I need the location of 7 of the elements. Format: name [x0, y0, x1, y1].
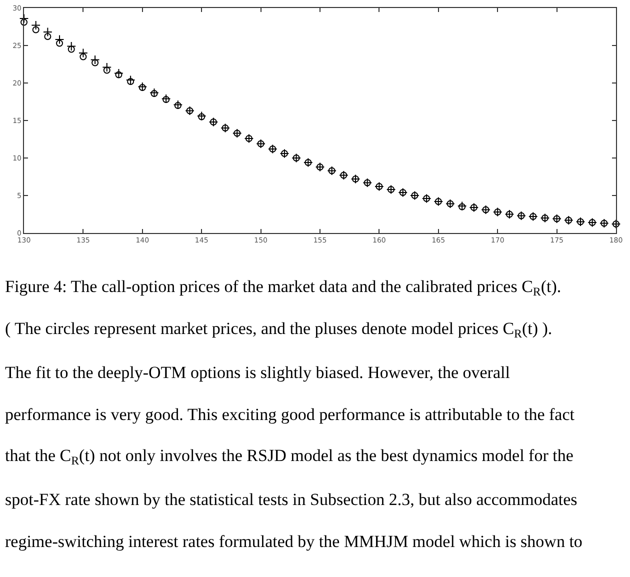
text: performance is very good. This exciting good performance is attributable to the fact — [5, 405, 575, 424]
text: regime-switching interest rates formulated by the MMHJM model which is shown to — [5, 532, 582, 551]
caption: Figure 4: The call-option prices of the market data and the calibrated prices C$_{R}$(t). — [5, 277, 562, 299]
text: ( The circles represent market prices, and the pluses denote model prices C$_{R}$(t) ). — [5, 319, 552, 341]
text: The fit to the deeply-OTM options is slightly biased. However, the overall — [5, 363, 510, 382]
text: spot-FX rate shown by the statistical tests in Subsection 2.3, but also accommodates — [5, 490, 578, 509]
text: that the C$_{R}$(t) not only involves the RSJD model as the best dynamics model for the — [5, 446, 574, 468]
